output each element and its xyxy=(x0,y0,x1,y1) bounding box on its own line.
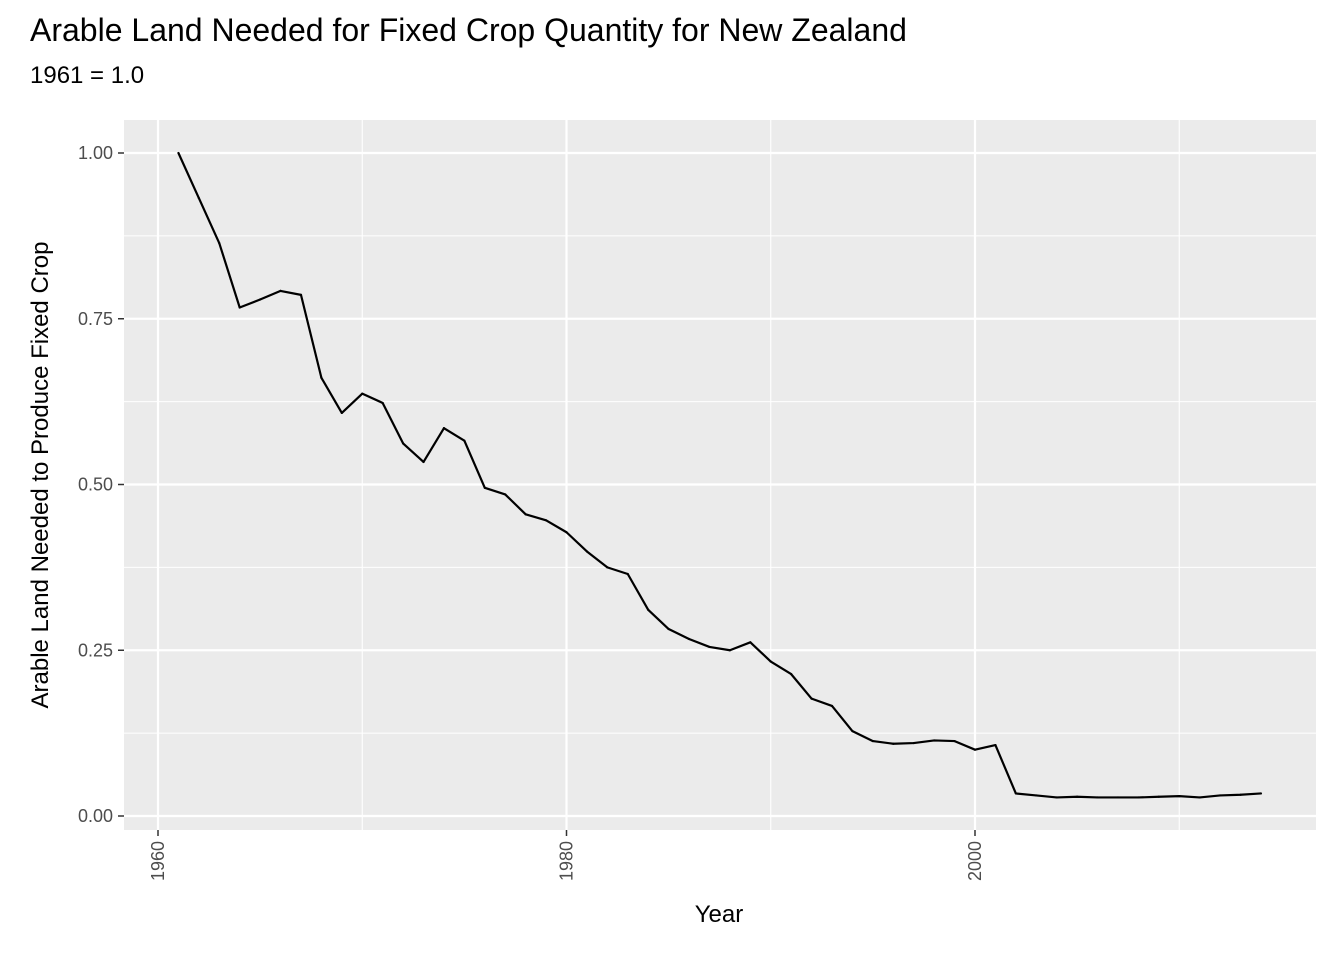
plot-panel xyxy=(124,120,1316,830)
data-point xyxy=(953,739,956,743)
x-axis-title: Year xyxy=(695,901,744,928)
data-point xyxy=(769,660,772,663)
data-point xyxy=(667,627,670,631)
x-tick-label: 2000 xyxy=(965,841,985,881)
data-point xyxy=(402,442,405,445)
data-point xyxy=(810,697,813,700)
data-point xyxy=(442,427,446,430)
data-point xyxy=(1219,794,1222,797)
data-point xyxy=(687,637,691,641)
y-tick-label: 0.25 xyxy=(78,640,113,660)
y-tick-label: 0.75 xyxy=(78,309,113,329)
data-series xyxy=(177,151,1263,799)
data-point xyxy=(871,739,874,743)
y-axis-title: Arable Land Needed to Produce Fixed Crop xyxy=(27,242,54,709)
data-point xyxy=(1157,795,1160,798)
data-point xyxy=(422,460,425,464)
data-point xyxy=(647,608,650,611)
data-point xyxy=(1014,792,1017,795)
chart-title: Arable Land Needed for Fixed Crop Quanti… xyxy=(30,12,907,48)
data-point xyxy=(1259,792,1263,795)
data-point xyxy=(299,293,303,296)
data-point xyxy=(320,376,323,379)
x-tick-label: 1980 xyxy=(557,841,577,881)
chart-subtitle: 1961 = 1.0 xyxy=(30,62,144,89)
data-point xyxy=(565,531,568,534)
data-point xyxy=(912,741,915,745)
data-point xyxy=(973,748,977,751)
data-point xyxy=(892,742,895,745)
data-point xyxy=(361,392,364,395)
data-point xyxy=(238,306,241,309)
data-point xyxy=(1116,796,1120,799)
data-point xyxy=(177,151,180,155)
data-point xyxy=(483,486,486,489)
data-point xyxy=(463,439,466,442)
data-point xyxy=(994,743,997,747)
data-point xyxy=(585,550,589,553)
data-point xyxy=(1198,796,1201,799)
data-point xyxy=(708,645,711,649)
data-point xyxy=(749,641,752,644)
data-point xyxy=(1076,795,1079,798)
data-point xyxy=(524,513,527,516)
minor-gridlines xyxy=(124,120,1316,830)
data-point xyxy=(830,704,834,708)
data-point xyxy=(728,649,732,652)
data-point xyxy=(504,493,507,496)
data-point xyxy=(933,739,936,742)
data-point xyxy=(606,566,609,569)
data-point xyxy=(1096,796,1099,799)
major-gridlines xyxy=(124,120,1316,830)
data-point xyxy=(851,730,854,733)
data-point xyxy=(218,242,221,245)
data-point xyxy=(1035,794,1038,797)
data-point xyxy=(1055,796,1058,799)
y-tick-label: 1.00 xyxy=(78,143,113,163)
x-axis: 1960 1980 2000 xyxy=(148,830,985,881)
data-point xyxy=(626,572,629,576)
data-point xyxy=(790,673,793,676)
data-point xyxy=(259,298,262,301)
y-tick-label: 0.00 xyxy=(78,806,113,826)
y-axis: 0.00 0.25 0.50 0.75 1.00 xyxy=(78,143,124,826)
data-point xyxy=(1178,795,1181,798)
data-point xyxy=(340,411,343,414)
data-point xyxy=(381,401,384,405)
data-point xyxy=(1239,793,1242,796)
data-point xyxy=(544,519,548,522)
series-line xyxy=(177,152,1262,799)
x-tick-label: 1960 xyxy=(148,841,168,881)
data-point xyxy=(279,289,282,292)
data-point xyxy=(1137,796,1140,799)
y-tick-label: 0.50 xyxy=(78,475,113,495)
data-point xyxy=(197,196,200,200)
